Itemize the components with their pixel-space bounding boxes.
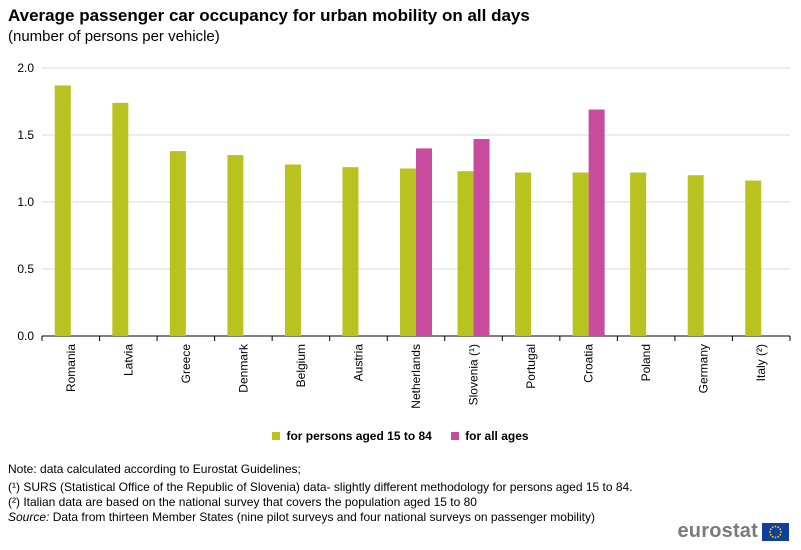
source-line: Source: Data from thirteen Member States… (8, 510, 688, 525)
x-tick-label: Austria (351, 344, 365, 382)
eu-flag-star (777, 535, 780, 538)
eurostat-logo: eurostat (677, 520, 789, 543)
footnote-slovenia: (¹) SURS (Statistical Office of the Repu… (8, 480, 633, 494)
bar-persons-15-84 (284, 164, 301, 336)
eu-flag-star (771, 535, 774, 538)
footnote-italy: (²) Italian data are based on the nation… (8, 495, 477, 509)
legend-label-persons-15-84: for persons aged 15 to 84 (286, 429, 432, 443)
eu-flag-star (774, 536, 777, 538)
bar-persons-15-84 (687, 175, 704, 336)
bar-persons-15-84 (169, 151, 186, 336)
legend-item-persons-15-84: for persons aged 15 to 84 (272, 429, 432, 443)
bar-all-ages (473, 139, 490, 336)
eu-flag-star (777, 525, 780, 528)
bar-persons-15-84 (400, 168, 416, 336)
legend-item-all-ages: for all ages (451, 429, 529, 443)
y-tick-label: 0.5 (17, 262, 34, 276)
eu-flag-star (774, 525, 777, 527)
eu-flag-star (780, 530, 782, 533)
bar-all-ages (588, 109, 605, 336)
x-tick-label: Greece (179, 344, 193, 384)
chart-title: Average passenger car occupancy for urba… (8, 6, 530, 25)
notes: Note: data calculated according to Euros… (8, 462, 688, 525)
eu-flag-star (779, 527, 782, 530)
x-tick-label: Denmark (236, 343, 250, 393)
eu-flag-star (779, 533, 782, 536)
eu-flag-star (769, 527, 772, 530)
x-tick-label: Croatia (582, 344, 596, 383)
bar-persons-15-84 (630, 172, 647, 336)
x-tick-label: Italy (²) (754, 344, 768, 381)
y-tick-label: 1.0 (17, 195, 34, 209)
legend-swatch-all-ages (451, 432, 460, 440)
x-tick-label: Germany (697, 344, 711, 393)
x-tick-label: Belgium (294, 344, 308, 387)
y-tick-label: 1.5 (17, 128, 34, 142)
eu-flag-star (769, 530, 771, 533)
x-tick-label: Portugal (524, 344, 538, 389)
eu-flag-icon (762, 522, 789, 541)
note-text: Note: data calculated according to Euros… (8, 462, 301, 476)
y-tick-label: 2.0 (17, 61, 34, 75)
x-tick-label: Poland (639, 344, 653, 381)
y-tick-label: 0.0 (17, 329, 34, 343)
legend-label-all-ages: for all ages (465, 429, 529, 443)
source-text: Data from thirteen Member States (nine p… (49, 510, 595, 524)
x-tick-label: Romania (64, 344, 78, 392)
bar-persons-15-84 (515, 172, 532, 336)
legend: for persons aged 15 to 84 for all ages (0, 429, 801, 443)
legend-swatch-persons-15-84 (272, 432, 281, 440)
x-tick-label: Latvia (121, 344, 135, 376)
bar-persons-15-84 (227, 155, 244, 336)
eu-flag-star (769, 533, 772, 536)
bar-all-ages (416, 148, 432, 336)
x-tick-label: Netherlands (409, 344, 423, 409)
bar-persons-15-84 (342, 167, 359, 336)
bar-persons-15-84 (54, 85, 71, 336)
bar-persons-15-84 (572, 172, 589, 336)
bar-persons-15-84 (112, 102, 129, 336)
source-label: Source: (8, 510, 50, 524)
eu-flag-star (771, 525, 774, 528)
x-tick-label: Slovenia (¹) (467, 344, 481, 405)
bar-persons-15-84 (745, 180, 762, 336)
bar-chart: 0.0 0.5 1.0 1.5 2.0 Romania Latvia Greece Denmar… (17, 61, 791, 409)
bar-persons-15-84 (457, 171, 474, 336)
logo-text: eurostat (677, 520, 758, 542)
chart-subtitle: (number of persons per vehicle) (8, 28, 220, 45)
